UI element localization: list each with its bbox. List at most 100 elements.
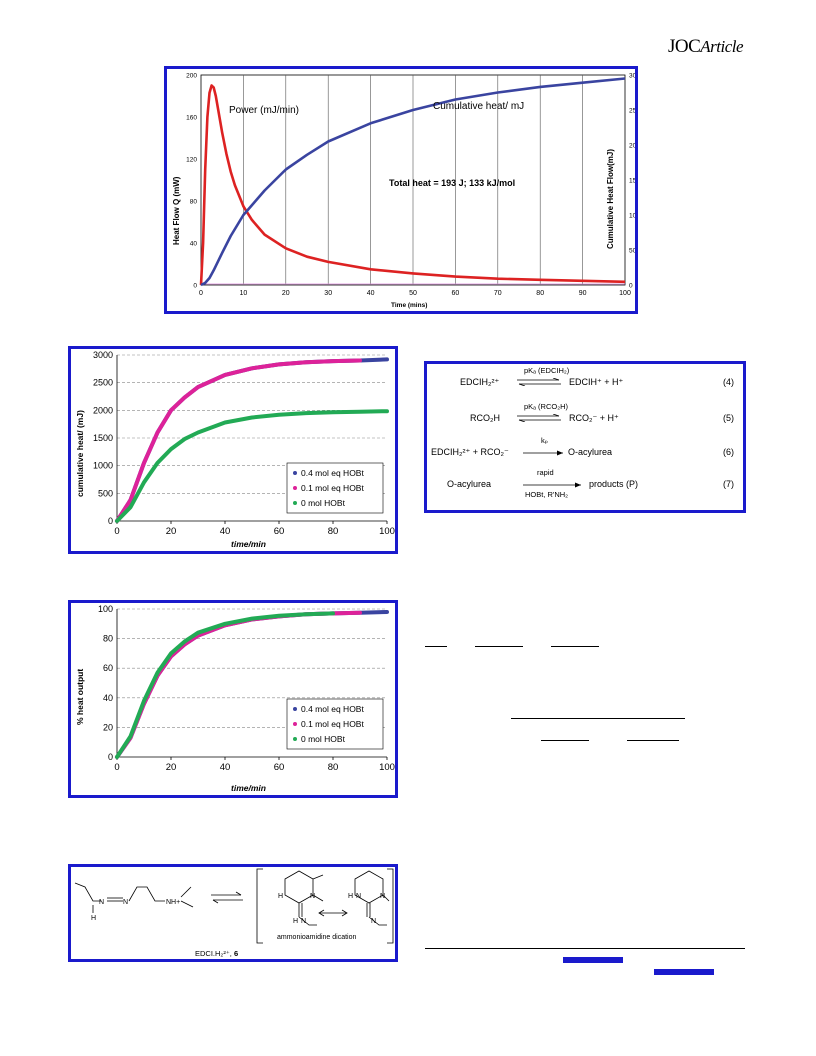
r5-number: (5) <box>723 413 734 423</box>
fraction-line <box>475 646 523 647</box>
x-tick-label: 0 <box>114 762 119 773</box>
fig2-ylabel: cumulative heat/ (mJ) <box>75 410 85 497</box>
series-line-1 <box>200 77 626 287</box>
footnote-rule <box>425 948 745 949</box>
y-left-tick-label: 120 <box>186 157 197 164</box>
x-tick-label: 40 <box>220 762 231 773</box>
r6-above: kₚ <box>541 436 548 445</box>
y-tick-label: 1500 <box>93 433 113 443</box>
series-line-0 <box>199 84 626 286</box>
legend-label-1: 0.1 mol eq HOBt <box>301 719 364 729</box>
x-tick-label: 40 <box>367 290 375 297</box>
figure-1-frame: 0102030405060708090100040801201602000500… <box>164 66 644 314</box>
y-tick-label: 2500 <box>93 378 113 388</box>
y-tick-label: 1000 <box>93 461 113 471</box>
y-left-tick-label: 40 <box>190 241 198 248</box>
x-tick-label: 0 <box>199 290 203 297</box>
y-tick-label: 100 <box>98 604 113 614</box>
x-tick-label: 80 <box>328 762 339 773</box>
x-tick-label: 60 <box>274 762 285 773</box>
atom-n: N <box>301 918 306 925</box>
x-tick-label: 50 <box>409 290 417 297</box>
r4-left: EDCIH₂²⁺ <box>460 377 500 387</box>
x-tick-label: 0 <box>114 526 119 537</box>
atom-n: N <box>356 893 361 900</box>
x-tick-label: 90 <box>579 290 587 297</box>
atom-n: N <box>310 893 315 900</box>
r7-above: rapid <box>537 468 554 477</box>
y-tick-label: 500 <box>98 488 113 498</box>
atom-h: H <box>348 893 353 900</box>
y-tick-label: 80 <box>103 634 113 644</box>
fig1-xlabel: Time (mins) <box>391 302 427 309</box>
x-tick-label: 20 <box>166 526 177 537</box>
y-right-tick-label: 2000 <box>629 143 635 150</box>
fig3-xlabel: time/min <box>231 783 266 793</box>
atom-n: N <box>99 899 104 906</box>
figure-1-chart: 0102030405060708090100040801201602000500… <box>172 73 644 310</box>
fraction-line <box>425 646 447 647</box>
legend-marker-1 <box>293 722 297 726</box>
x-tick-label: 20 <box>166 762 177 773</box>
r5-above: pKₐ (RCO₂H) <box>524 402 569 411</box>
legend-marker-0 <box>293 471 297 475</box>
r6-right: O-acylurea <box>568 447 613 457</box>
fraction-line <box>627 740 679 741</box>
y-tick-label: 3000 <box>93 350 113 360</box>
legend-label-0: 0.4 mol eq HOBt <box>301 704 364 714</box>
edci-structure: N N NH+ H H N H N H N N N ammonioamidine… <box>74 868 394 958</box>
fraction-line <box>511 718 685 719</box>
legend-box <box>286 698 384 750</box>
equilibrium-arrow-icon <box>517 378 561 386</box>
y-tick-label: 40 <box>103 693 113 703</box>
series-line-1 <box>115 358 362 523</box>
atom-n: N <box>380 893 385 900</box>
r7-right: products (P) <box>589 479 639 489</box>
journal-section: Article <box>700 37 744 56</box>
legend-label-2: 0 mol HOBt <box>301 734 346 744</box>
fig3-ylabel: % heat output <box>75 669 85 725</box>
x-tick-label: 100 <box>619 290 631 297</box>
legend-label-2: 0 mol HOBt <box>301 498 346 508</box>
x-tick-label: 80 <box>536 290 544 297</box>
fig1-ylabel-left: Heat Flow Q (mW) <box>172 176 181 245</box>
figure-3-frame: 0 20 40 60 80 100 0 20 40 60 80 100 0.4 mol eq HOBt… <box>68 600 398 798</box>
x-tick-label: 20 <box>282 290 290 297</box>
series-line-2 <box>115 611 335 759</box>
y-right-tick-label: 0 <box>629 283 633 290</box>
power-annotation: Power (mJ/min) <box>229 105 299 116</box>
y-tick-label: 0 <box>108 752 113 762</box>
y-tick-label: 20 <box>103 722 113 732</box>
atom-h: H <box>91 915 96 922</box>
y-right-tick-label: 2500 <box>629 108 635 115</box>
r7-number: (7) <box>723 479 734 489</box>
figure-3-chart: 0 20 40 60 80 100 0 20 40 60 80 100 0.4 mol eq HOBt… <box>75 604 395 793</box>
reference-link[interactable] <box>654 969 714 975</box>
journal-header: JOCArticle <box>668 36 744 58</box>
arrow-icon <box>523 482 581 488</box>
arrow-icon <box>523 450 563 456</box>
x-tick-label: 30 <box>324 290 332 297</box>
r4-right: EDCIH⁺ + H⁺ <box>569 377 624 387</box>
equilibrium-arrow-icon <box>517 414 561 422</box>
reference-link[interactable] <box>563 957 623 963</box>
journal-name: JOC <box>668 36 701 57</box>
structure-figure-frame: N N NH+ H H N H N H N N N ammonioamidine… <box>68 864 398 962</box>
atom-h: H <box>293 918 298 925</box>
r4-above: pKₐ (EDCIH₂) <box>524 366 570 375</box>
y-left-tick-label: 80 <box>190 199 198 206</box>
cumulative-annotation: Cumulative heat/ mJ <box>433 101 524 112</box>
r4-number: (4) <box>723 377 734 387</box>
x-tick-label: 80 <box>328 526 339 537</box>
x-tick-label: 60 <box>274 526 285 537</box>
fraction-line <box>551 646 599 647</box>
structure-caption: EDCI.H₂²⁺, 6 <box>195 949 238 958</box>
atom-n: N <box>371 918 376 925</box>
total-heat-annotation: Total heat = 193 J; 133 kJ/mol <box>389 178 515 188</box>
y-right-tick-label: 500 <box>629 248 635 255</box>
y-tick-label: 0 <box>108 516 113 526</box>
atom-n: N <box>123 899 128 906</box>
r6-left: EDCIH₂²⁺ + RCO₂⁻ <box>431 447 509 457</box>
x-tick-label: 100 <box>379 762 395 773</box>
x-tick-label: 10 <box>240 290 248 297</box>
